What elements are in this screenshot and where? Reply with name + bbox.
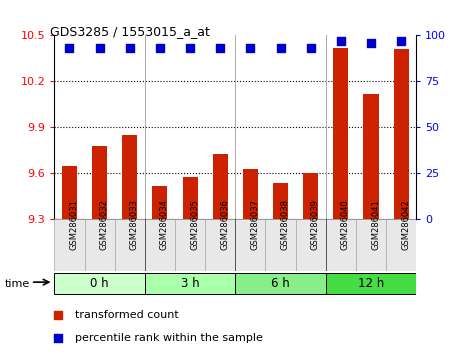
Text: 0 h: 0 h (90, 276, 109, 290)
Point (277, 45, 284, 51)
FancyBboxPatch shape (85, 219, 114, 271)
Text: GSM286035: GSM286035 (190, 199, 199, 250)
Text: GSM286036: GSM286036 (220, 199, 229, 250)
Bar (213, 154, 228, 219)
Bar (152, 186, 167, 219)
FancyBboxPatch shape (205, 219, 235, 271)
Point (126, 45, 133, 51)
FancyBboxPatch shape (326, 273, 416, 295)
Text: transformed count: transformed count (75, 310, 178, 320)
Text: 6 h: 6 h (271, 276, 290, 290)
Point (66, 45, 73, 51)
Bar (303, 173, 318, 219)
Text: GSM286042: GSM286042 (401, 199, 410, 250)
Point (246, 45, 254, 51)
Point (337, 38, 345, 44)
Point (96, 45, 104, 51)
Point (367, 40, 375, 46)
Point (217, 45, 224, 51)
Point (397, 38, 405, 44)
FancyBboxPatch shape (356, 219, 386, 271)
Text: 3 h: 3 h (181, 276, 200, 290)
Text: GDS3285 / 1553015_a_at: GDS3285 / 1553015_a_at (50, 25, 210, 38)
FancyBboxPatch shape (145, 273, 235, 295)
Point (156, 45, 164, 51)
FancyBboxPatch shape (296, 219, 326, 271)
Text: GSM286041: GSM286041 (371, 199, 380, 250)
Point (54, 312, 61, 318)
Text: GSM286032: GSM286032 (100, 199, 109, 250)
FancyBboxPatch shape (386, 219, 416, 271)
Bar (183, 177, 198, 219)
Text: GSM286033: GSM286033 (130, 199, 139, 250)
Point (186, 45, 194, 51)
FancyBboxPatch shape (235, 273, 326, 295)
FancyBboxPatch shape (235, 219, 265, 271)
FancyBboxPatch shape (265, 219, 296, 271)
Text: GSM286037: GSM286037 (250, 199, 259, 250)
FancyBboxPatch shape (145, 219, 175, 271)
FancyBboxPatch shape (54, 273, 145, 295)
FancyBboxPatch shape (326, 219, 356, 271)
Bar (62, 166, 77, 219)
Text: GSM286039: GSM286039 (311, 199, 320, 250)
Bar (122, 135, 137, 219)
Text: 12 h: 12 h (358, 276, 384, 290)
Bar (333, 48, 349, 219)
Bar (92, 146, 107, 219)
Bar (363, 94, 378, 219)
Bar (243, 169, 258, 219)
Text: GSM286034: GSM286034 (160, 199, 169, 250)
Text: GSM286038: GSM286038 (280, 199, 289, 250)
FancyBboxPatch shape (114, 219, 145, 271)
Text: percentile rank within the sample: percentile rank within the sample (75, 333, 263, 343)
Bar (273, 183, 288, 219)
Text: GSM286040: GSM286040 (341, 199, 350, 250)
Point (54, 335, 61, 341)
Text: time: time (5, 279, 30, 289)
Point (307, 45, 315, 51)
FancyBboxPatch shape (175, 219, 205, 271)
Text: GSM286031: GSM286031 (70, 199, 79, 250)
Bar (394, 49, 409, 219)
FancyBboxPatch shape (54, 219, 85, 271)
